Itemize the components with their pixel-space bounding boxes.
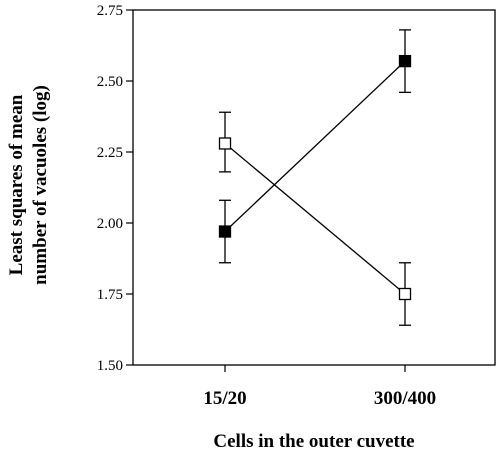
y-tick-label: 2.75 xyxy=(97,3,123,19)
y-tick-label: 2.50 xyxy=(97,74,123,90)
filled-square-marker xyxy=(398,54,412,68)
plot-frame xyxy=(132,9,496,366)
x-category-label: 300/400 xyxy=(374,388,436,409)
y-tick-label: 2.25 xyxy=(97,145,123,161)
open-square-marker xyxy=(218,137,232,150)
x-axis-title: Cells in the outer cuvette xyxy=(213,431,414,452)
x-category-label: 15/20 xyxy=(203,388,246,409)
y-axis-title-line-2: number of vacuoles (log) xyxy=(30,85,51,285)
y-tick-label: 1.50 xyxy=(97,358,123,374)
y-tick-label: 2.00 xyxy=(97,216,123,232)
series-line xyxy=(224,142,406,295)
filled-square-marker xyxy=(218,225,232,238)
series-line xyxy=(224,60,406,232)
y-axis-title-line-1: Least squares of mean xyxy=(6,94,27,275)
open-square-marker xyxy=(398,287,412,301)
y-tick-label: 1.75 xyxy=(97,287,123,303)
